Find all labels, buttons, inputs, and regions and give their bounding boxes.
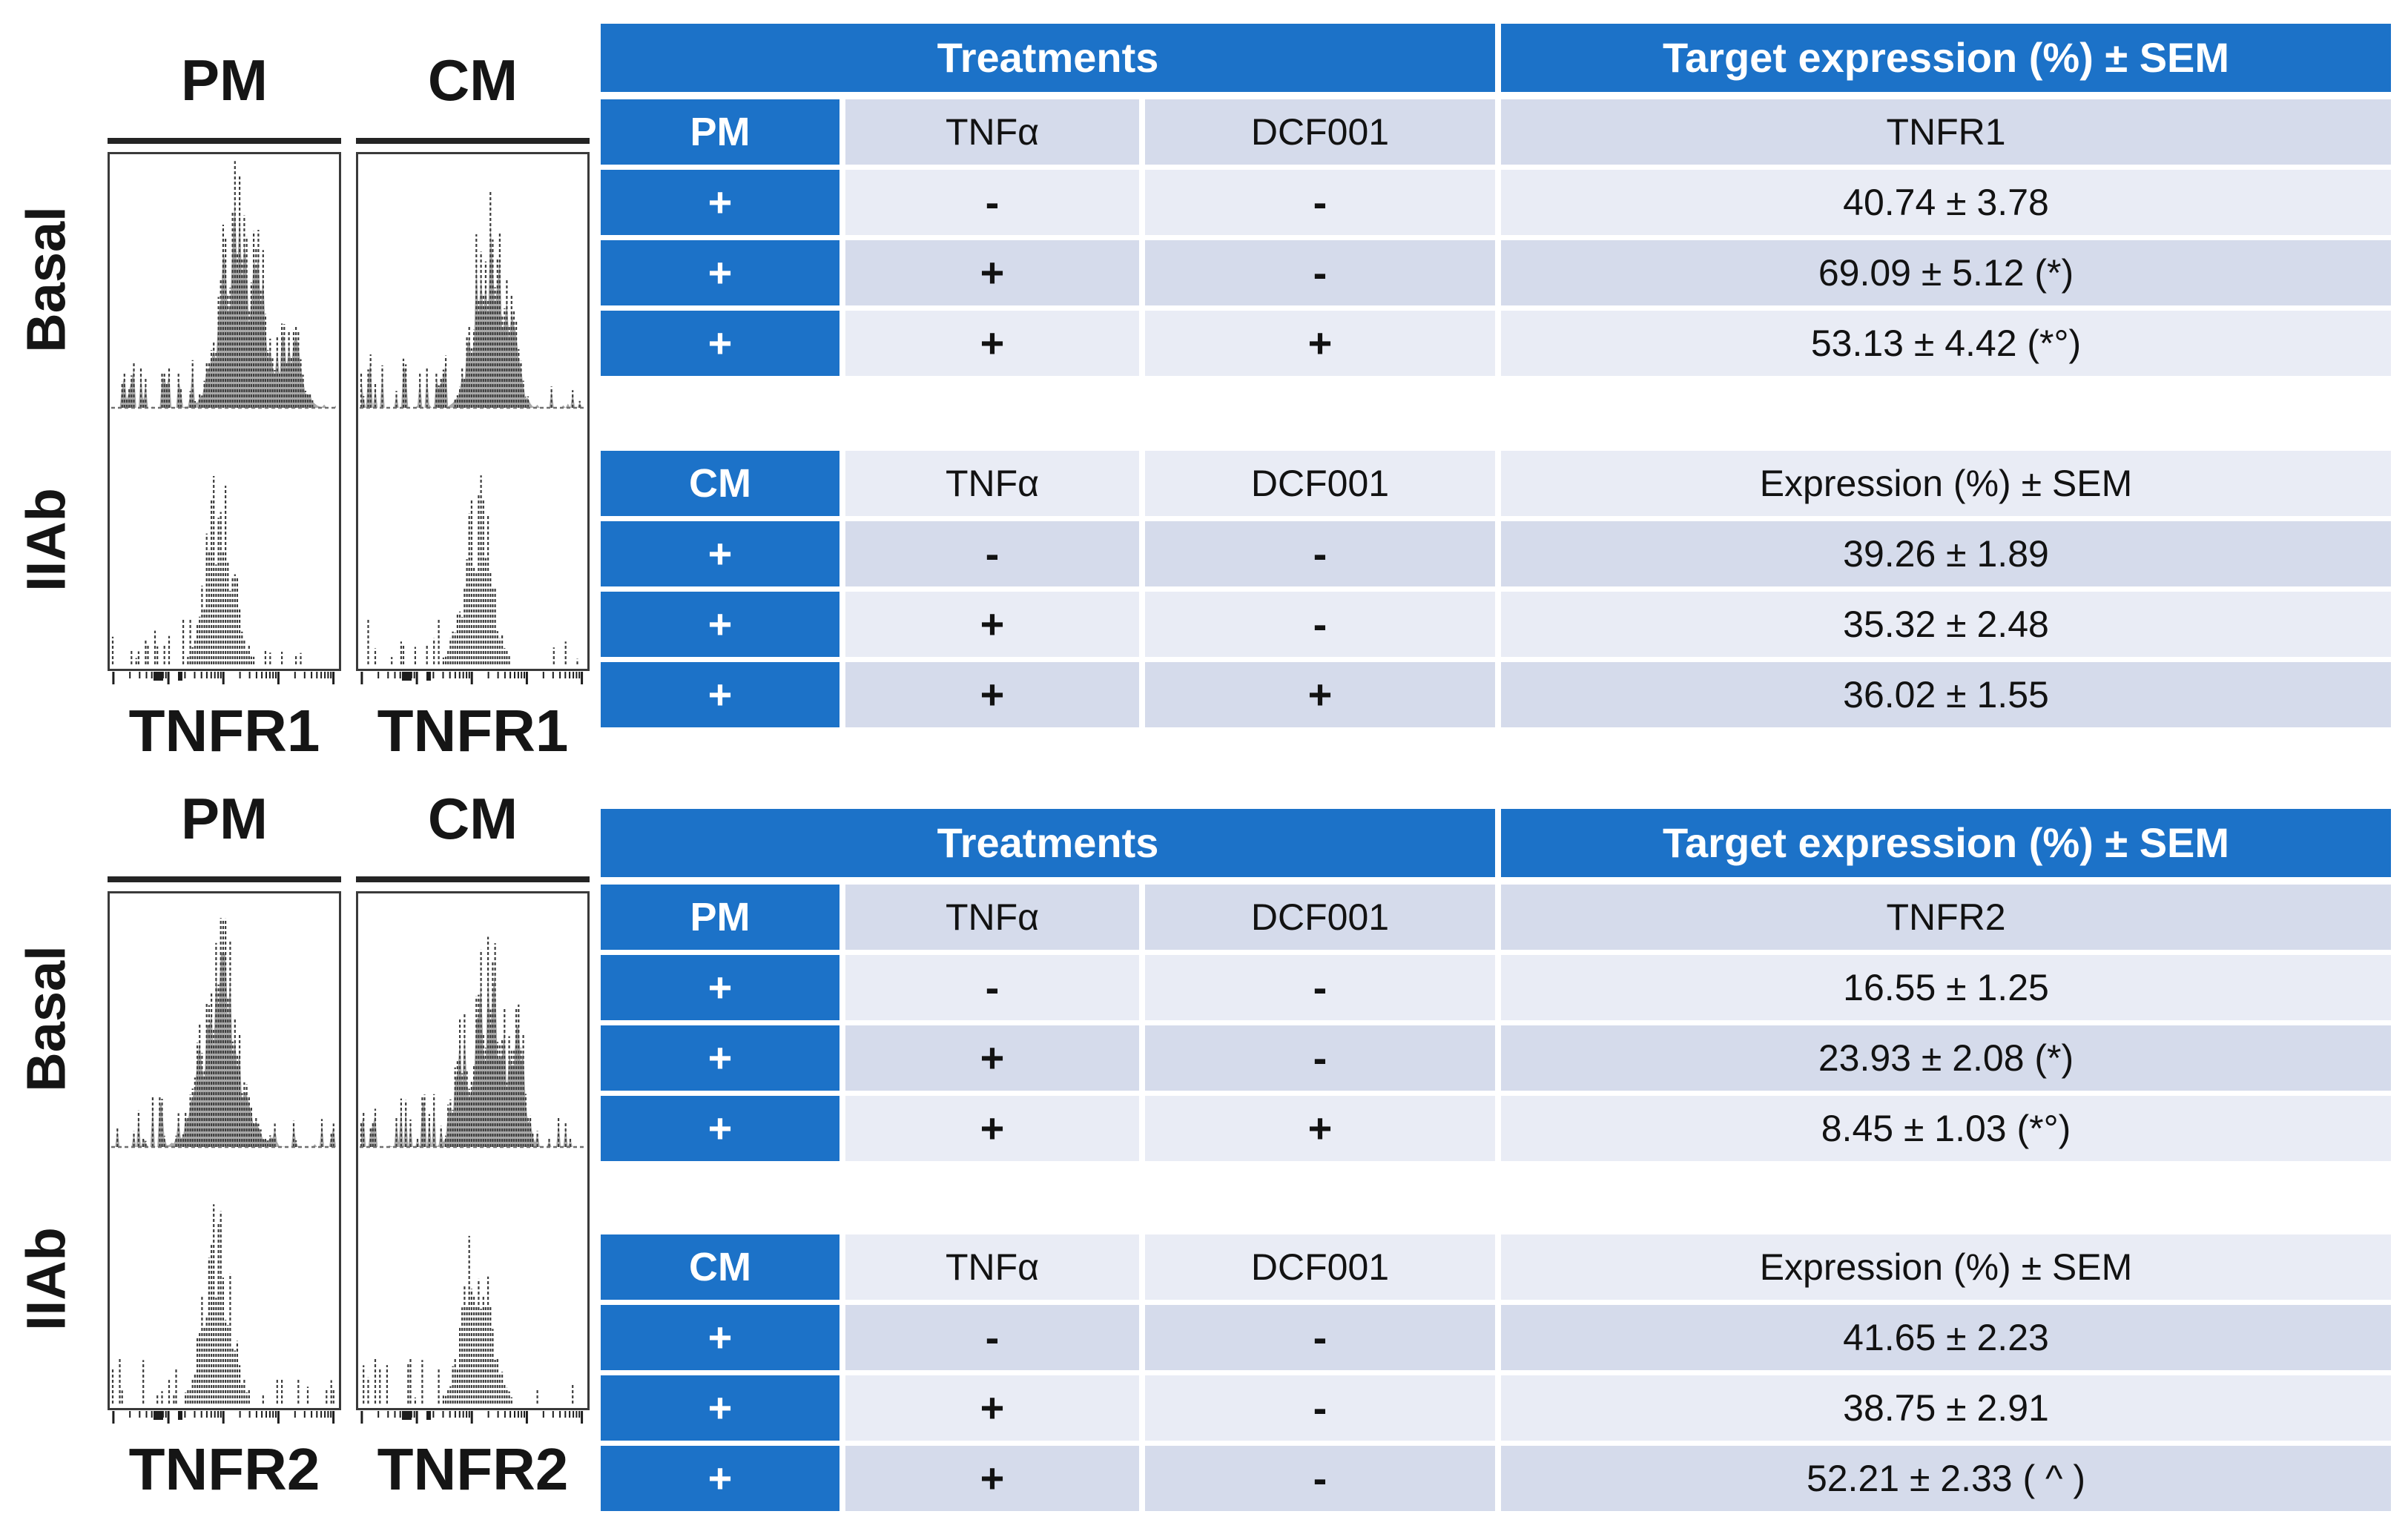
hist-col-header-pm-tnfr2: PM (181, 785, 268, 851)
table-cell: - (1145, 521, 1495, 586)
xaxis-label-pm-tnfr1: TNFR1 (128, 698, 320, 764)
expression-value: 35.32 ± 2.48 (1501, 592, 2391, 657)
histogram-panel-cm-tnfr2 (356, 891, 590, 1410)
col-header-tnfa: TNFα (845, 885, 1139, 950)
xaxis-label-cm-tnfr2: TNFR2 (377, 1436, 569, 1502)
table-cell: - (1145, 955, 1495, 1020)
table-cell: + (1145, 311, 1495, 376)
xaxis-label-pm-tnfr2: TNFR2 (128, 1436, 320, 1502)
flow-histogram-cm-tnfr2 (360, 936, 586, 1404)
treatments-header-2: Treatments (601, 809, 1495, 877)
table-cell: - (1145, 1305, 1495, 1370)
table-cell: + (601, 1025, 839, 1091)
table-cell: + (601, 592, 839, 657)
x-axis-ticks-cm-tnfr2 (360, 1411, 584, 1424)
table-cell: + (1145, 662, 1495, 727)
table-cell: + (845, 1446, 1139, 1511)
row-label-iiab-tnfr1: IIAb (15, 488, 77, 592)
expression-value: 40.74 ± 3.78 (1501, 170, 2391, 235)
expression-value: 53.13 ± 4.42 (*°) (1501, 311, 2391, 376)
table-cell: - (1145, 1025, 1495, 1091)
table-cell: + (601, 1096, 839, 1161)
expression-value: 69.09 ± 5.12 (*) (1501, 240, 2391, 305)
table-cell: - (1145, 592, 1495, 657)
xaxis-label-cm-tnfr1: TNFR1 (377, 698, 569, 764)
col-header-dcf001: DCF001 (1145, 451, 1495, 516)
col-header-dcf001: DCF001 (1145, 885, 1495, 950)
target-name-tnfr1: TNFR1 (1501, 99, 2391, 165)
table-cell: + (601, 1446, 839, 1511)
table-cell: + (845, 662, 1139, 727)
table-cell: + (845, 1375, 1139, 1441)
row-label-iiab-tnfr2: IIAb (15, 1227, 77, 1331)
table-cell: + (845, 1025, 1139, 1091)
expression-value: 23.93 ± 2.08 (*) (1501, 1025, 2391, 1091)
histogram-panel-cm-tnfr1 (356, 152, 590, 671)
table-cell: - (845, 170, 1139, 235)
x-axis-ticks-pm-tnfr2 (112, 1411, 335, 1424)
hist-col-header-pm-tnfr1: PM (181, 47, 268, 113)
cm-overline (356, 138, 590, 144)
col-header-tnfa: TNFα (845, 99, 1139, 165)
x-axis-ticks-pm-tnfr1 (112, 672, 335, 684)
table-cell: - (1145, 1375, 1495, 1441)
table-cell: + (601, 955, 839, 1020)
table-cell: + (601, 170, 839, 235)
table-cell: + (601, 311, 839, 376)
hist-col-header-cm-tnfr1: CM (427, 47, 518, 113)
table-cell: + (845, 592, 1139, 657)
pm-overline (108, 138, 341, 144)
table-cell: - (1145, 170, 1495, 235)
histogram-panel-pm-tnfr1 (108, 152, 341, 671)
col-header-tnfa: TNFα (845, 451, 1139, 516)
expression-value: 41.65 ± 2.23 (1501, 1305, 2391, 1370)
expression-value: 16.55 ± 1.25 (1501, 955, 2391, 1020)
table-cell: + (845, 240, 1139, 305)
condition-cell-cm: CM (601, 451, 839, 516)
condition-cell-cm-2: CM (601, 1234, 839, 1300)
table-cell: - (845, 521, 1139, 586)
col-header-expression: Expression (%) ± SEM (1501, 1234, 2391, 1300)
expression-value: 36.02 ± 1.55 (1501, 662, 2391, 727)
row-label-basal-tnfr1: Basal (15, 206, 77, 353)
expression-value: 52.21 ± 2.33 ( ^ ) (1501, 1446, 2391, 1511)
table-cell: - (845, 1305, 1139, 1370)
pm-overline-2 (108, 876, 341, 882)
histogram-panel-pm-tnfr2 (108, 891, 341, 1410)
row-label-basal-tnfr2: Basal (15, 945, 77, 1092)
table-cell: - (845, 955, 1139, 1020)
expression-value: 39.26 ± 1.89 (1501, 521, 2391, 586)
target-name-tnfr2: TNFR2 (1501, 885, 2391, 950)
hist-col-header-cm-tnfr2: CM (427, 785, 518, 851)
table-cell: + (845, 311, 1139, 376)
col-header-dcf001: DCF001 (1145, 99, 1495, 165)
table-cell: + (601, 240, 839, 305)
cm-overline-2 (356, 876, 590, 882)
expression-value: 38.75 ± 2.91 (1501, 1375, 2391, 1441)
table-cell: + (845, 1096, 1139, 1161)
table-cell: - (1145, 1446, 1495, 1511)
flow-histogram-pm-tnfr1 (111, 161, 337, 664)
col-header-tnfa: TNFα (845, 1234, 1139, 1300)
table-cell: + (601, 1305, 839, 1370)
condition-cell-pm-2: PM (601, 885, 839, 950)
treatments-header: Treatments (601, 24, 1495, 92)
table-cell: - (1145, 240, 1495, 305)
table-cell: + (601, 1375, 839, 1441)
table-cell: + (1145, 1096, 1495, 1161)
table-cell: + (601, 521, 839, 586)
target-expression-header: Target expression (%) ± SEM (1501, 24, 2391, 92)
condition-cell-pm: PM (601, 99, 839, 165)
flow-histogram-cm-tnfr1 (360, 190, 586, 664)
x-axis-ticks-cm-tnfr1 (360, 672, 584, 684)
table-cell: + (601, 662, 839, 727)
col-header-dcf001: DCF001 (1145, 1234, 1495, 1300)
flow-histogram-pm-tnfr2 (111, 918, 337, 1404)
expression-value: 8.45 ± 1.03 (*°) (1501, 1096, 2391, 1161)
col-header-expression: Expression (%) ± SEM (1501, 451, 2391, 516)
target-expression-header-2: Target expression (%) ± SEM (1501, 809, 2391, 877)
